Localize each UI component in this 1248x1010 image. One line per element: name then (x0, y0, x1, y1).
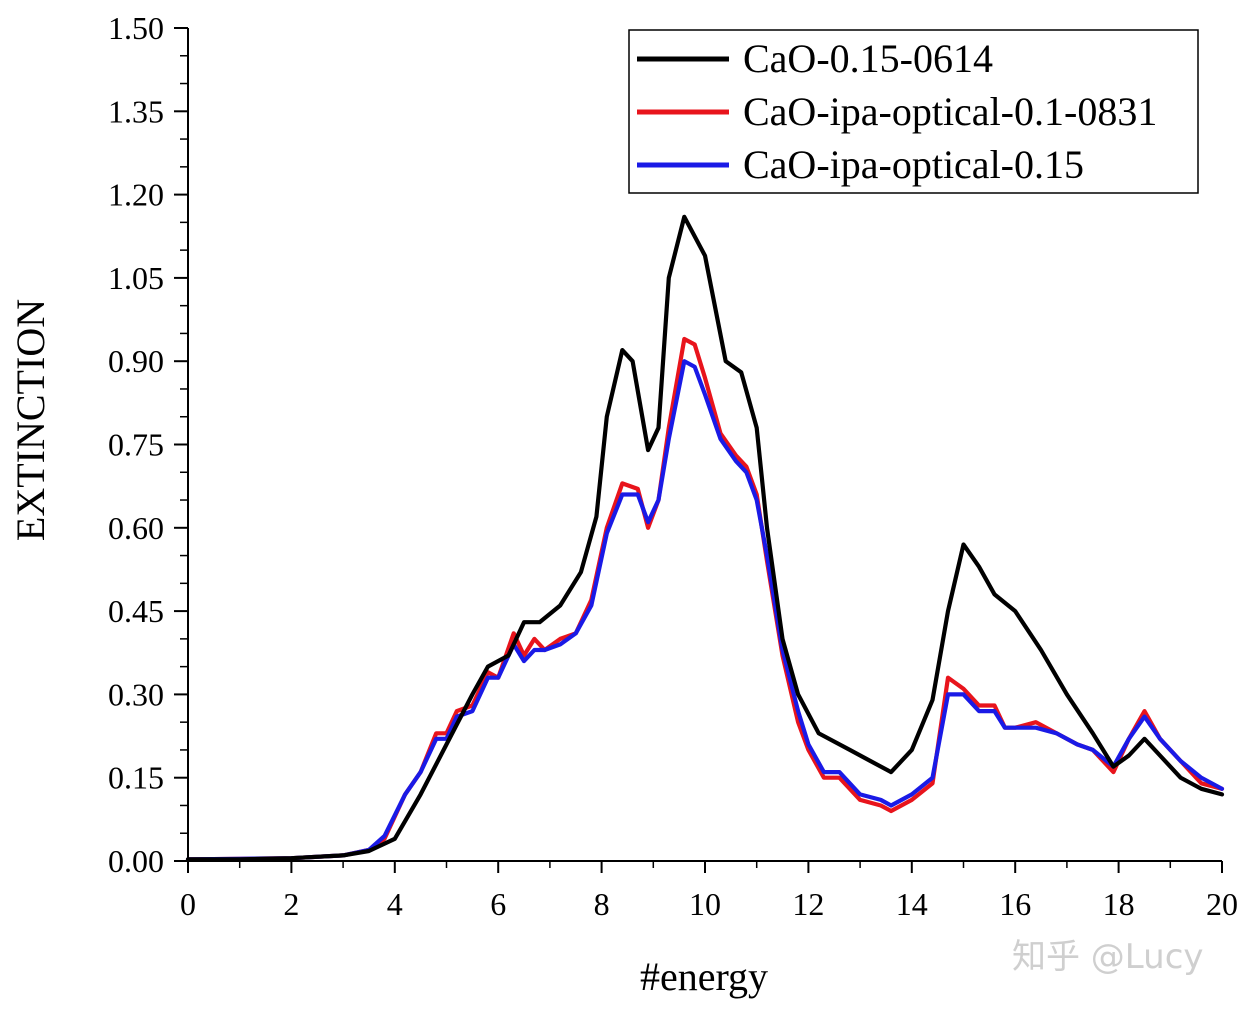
x-tick-label: 10 (689, 886, 721, 922)
y-tick-label: 0.30 (108, 676, 164, 712)
series-line-2 (185, 336, 1225, 862)
x-tick-label: 14 (896, 886, 928, 922)
y-tick-label: 1.05 (108, 260, 164, 296)
watermark-text: 知乎 @Lucy (1012, 937, 1204, 977)
y-tick-label: 0.90 (108, 343, 164, 379)
x-tick-label: 6 (490, 886, 506, 922)
y-axis-title: EXTINCTION (8, 299, 53, 541)
legend-label-2: CaO-ipa-optical-0.1-0831 (743, 89, 1157, 134)
y-tick-label: 0.75 (108, 427, 164, 463)
legend-label-1: CaO-0.15-0614 (743, 36, 993, 81)
x-tick-label: 2 (283, 886, 299, 922)
x-tick-label: 16 (999, 886, 1031, 922)
x-tick-label: 4 (387, 886, 403, 922)
y-tick-label: 0.00 (108, 843, 164, 879)
axis-ticks: 0 2 4 6 8 10 12 14 16 18 20 0.00 0.15 0.30 0.45 0.60 0.7… (108, 10, 1238, 922)
y-tick-label: 1.50 (108, 10, 164, 46)
y-tick-label: 0.60 (108, 510, 164, 546)
series-line-1 (185, 214, 1225, 862)
x-tick-label: 12 (792, 886, 824, 922)
x-tick-label: 18 (1103, 886, 1135, 922)
x-axis-title: #energy (640, 954, 768, 999)
y-tick-label: 1.20 (108, 177, 164, 213)
legend-label-3: CaO-ipa-optical-0.15 (743, 142, 1084, 187)
x-tick-label: 20 (1206, 886, 1238, 922)
y-tick-label: 0.45 (108, 593, 164, 629)
y-tick-label: 0.15 (108, 760, 164, 796)
series-lines (185, 214, 1225, 862)
y-tick-label: 1.35 (108, 93, 164, 129)
x-tick-label: 8 (594, 886, 610, 922)
x-tick-label: 0 (180, 886, 196, 922)
legend: CaO-0.15-0614 CaO-ipa-optical-0.1-0831 CaO… (628, 29, 1199, 194)
